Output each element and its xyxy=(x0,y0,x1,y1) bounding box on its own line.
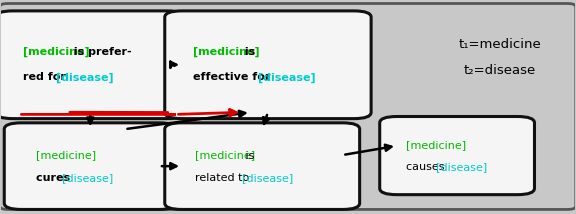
Text: causes: causes xyxy=(406,162,448,172)
FancyBboxPatch shape xyxy=(4,123,176,210)
Text: cures: cures xyxy=(36,173,74,183)
Text: is: is xyxy=(241,47,255,57)
Text: [disease]: [disease] xyxy=(436,162,487,172)
Text: is: is xyxy=(242,151,255,160)
FancyBboxPatch shape xyxy=(165,11,371,119)
Text: red for: red for xyxy=(22,72,69,82)
Text: effective for: effective for xyxy=(194,72,275,82)
FancyBboxPatch shape xyxy=(0,3,576,210)
Text: [disease]: [disease] xyxy=(257,72,315,83)
Text: [medicine]: [medicine] xyxy=(36,151,96,160)
Text: [disease]: [disease] xyxy=(56,72,113,83)
Text: [disease]: [disease] xyxy=(241,173,293,183)
FancyBboxPatch shape xyxy=(380,116,535,195)
Text: [medicine]: [medicine] xyxy=(194,47,260,57)
Text: is prefer-: is prefer- xyxy=(70,47,132,57)
FancyBboxPatch shape xyxy=(165,123,359,210)
Text: [medicine]: [medicine] xyxy=(195,151,255,160)
FancyBboxPatch shape xyxy=(165,113,176,116)
Text: [disease]: [disease] xyxy=(62,173,113,183)
Text: t₂=disease: t₂=disease xyxy=(464,64,536,77)
Text: [medicine]: [medicine] xyxy=(406,140,465,150)
Text: [medicine]: [medicine] xyxy=(22,47,89,57)
FancyBboxPatch shape xyxy=(0,11,185,119)
Text: related to: related to xyxy=(195,173,252,183)
Text: t₁=medicine: t₁=medicine xyxy=(458,38,541,51)
